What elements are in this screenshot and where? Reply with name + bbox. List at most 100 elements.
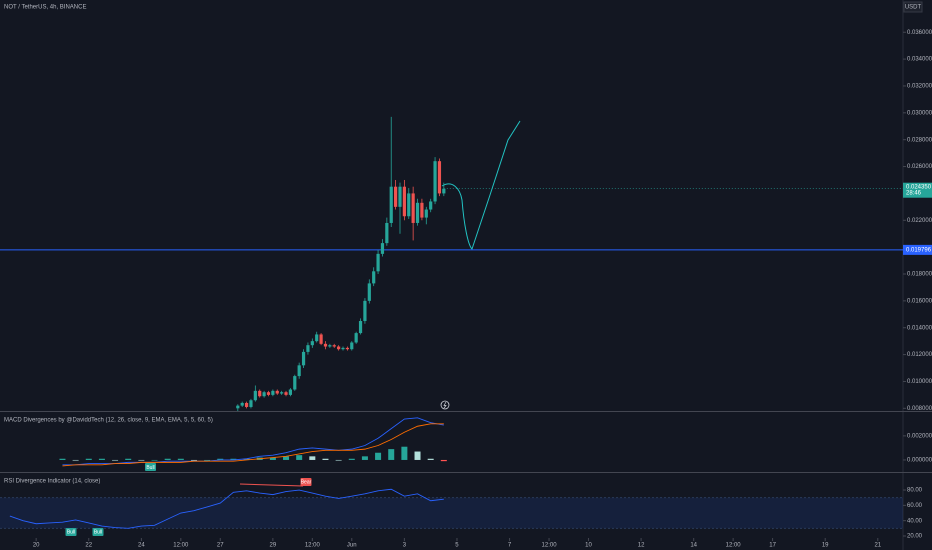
candle-body: [354, 333, 358, 343]
rsi-line: [9, 488, 444, 529]
histogram-bar: [348, 458, 355, 460]
histogram-bar: [283, 456, 290, 460]
histogram-bar: [388, 449, 395, 460]
candle-body: [385, 222, 389, 244]
x-tick-label: 17: [769, 543, 776, 549]
histogram-bar: [427, 458, 434, 460]
candle-body: [271, 390, 275, 395]
candle-body: [433, 161, 437, 202]
y-tick-label: 0.036000: [907, 30, 932, 36]
currency-label[interactable]: USDT: [905, 5, 922, 11]
histogram-bar: [190, 459, 197, 461]
y-tick-label: 20.00: [907, 534, 923, 540]
candle-body: [236, 405, 240, 409]
x-tick-label: 22: [85, 543, 92, 549]
alert-icon[interactable]: [440, 400, 450, 410]
candle-body: [411, 193, 415, 223]
candle-body: [437, 161, 442, 194]
histogram-bar: [72, 459, 79, 461]
candle-body: [398, 186, 402, 207]
candle-body: [253, 390, 257, 401]
histogram-bar: [335, 459, 342, 461]
y-tick-label: 0.030000: [907, 110, 932, 116]
candle-body: [288, 389, 293, 395]
candle-body: [275, 390, 279, 394]
candle-body: [301, 351, 306, 366]
candle-body: [350, 342, 354, 350]
histogram-bar: [322, 458, 329, 460]
candle-body: [306, 345, 310, 352]
y-tick-label: 0.010000: [907, 379, 932, 385]
candle-body: [332, 345, 336, 347]
y-tick-label: 0.018000: [907, 272, 932, 278]
candle-body: [280, 392, 284, 394]
x-tick-label: 14: [690, 543, 697, 549]
candle-body: [293, 376, 297, 390]
candle-body: [337, 346, 341, 350]
candle-body: [319, 334, 323, 344]
histogram-bar: [125, 458, 132, 460]
signal-badge: [65, 528, 77, 536]
signal-badge-label: Bull: [94, 529, 102, 535]
signal-badge-label: Bull: [67, 529, 75, 535]
histogram-bar: [296, 455, 303, 460]
y-tick-label: 0.008000: [907, 406, 932, 412]
x-tick-label: 5: [455, 543, 459, 549]
indicator-line: [62, 423, 444, 467]
histogram-bar: [414, 451, 421, 460]
x-tick-label: 12:00: [726, 543, 742, 549]
y-tick-label: 0.032000: [907, 84, 932, 90]
histogram-bar: [375, 452, 382, 460]
x-tick-label: 19: [822, 543, 829, 549]
macd-title: MACD Divergences by @DaviddTech (12, 26,…: [4, 418, 213, 424]
y-tick-label: 0.028000: [907, 137, 932, 143]
candle-body: [249, 400, 253, 407]
histogram-bar: [85, 458, 92, 460]
indicator-line: [62, 417, 444, 466]
countdown-label: 28:46: [906, 190, 922, 196]
candle-body: [442, 188, 446, 194]
candle-body: [402, 186, 406, 217]
y-tick-label: 80.00: [907, 488, 923, 494]
y-tick-label: 0.022000: [907, 218, 932, 224]
signal-badge-label: Bear: [301, 479, 312, 485]
histogram-bar: [217, 458, 224, 460]
candle-body: [240, 402, 244, 406]
candle-body: [328, 345, 332, 347]
candle-body: [367, 283, 371, 301]
price-line-label: 0.019796: [906, 247, 932, 253]
candle-body: [297, 365, 301, 377]
candle-body: [244, 402, 249, 407]
candle-body: [415, 202, 420, 223]
histogram-bar: [204, 459, 211, 461]
candle-body: [345, 347, 349, 350]
y-tick-label: 0.034000: [907, 57, 932, 63]
candle-body: [407, 193, 411, 217]
histogram-bar: [59, 458, 66, 460]
x-tick-label: 12: [638, 543, 645, 549]
y-tick-label: 0.012000: [907, 352, 932, 358]
candle-body: [429, 201, 433, 210]
signal-badge: [92, 528, 104, 536]
projection-drawing[interactable]: [441, 120, 521, 250]
candle-body: [323, 343, 328, 347]
signal-badge: [145, 463, 156, 471]
y-tick-label: 60.00: [907, 503, 923, 509]
candle-body: [389, 186, 393, 223]
candle-body: [310, 341, 314, 346]
symbol-title: NOT / TetherUS, 4h, BINANCE: [4, 5, 86, 11]
last-price-label: 0.024350: [906, 184, 932, 190]
candle-body: [363, 300, 367, 322]
histogram-bar: [401, 446, 408, 460]
x-tick-label: 29: [270, 543, 277, 549]
histogram-bar: [98, 458, 105, 460]
currency-box[interactable]: [903, 1, 923, 13]
candle-body: [424, 209, 428, 218]
y-tick-label: 0.016000: [907, 298, 932, 304]
x-tick-label: 10: [585, 543, 592, 549]
y-tick-label: 0.000000: [907, 458, 932, 464]
x-tick-label: 21: [874, 543, 881, 549]
candle-body: [380, 243, 385, 254]
histogram-bar: [230, 458, 237, 460]
x-tick-label: 12:00: [305, 543, 321, 549]
